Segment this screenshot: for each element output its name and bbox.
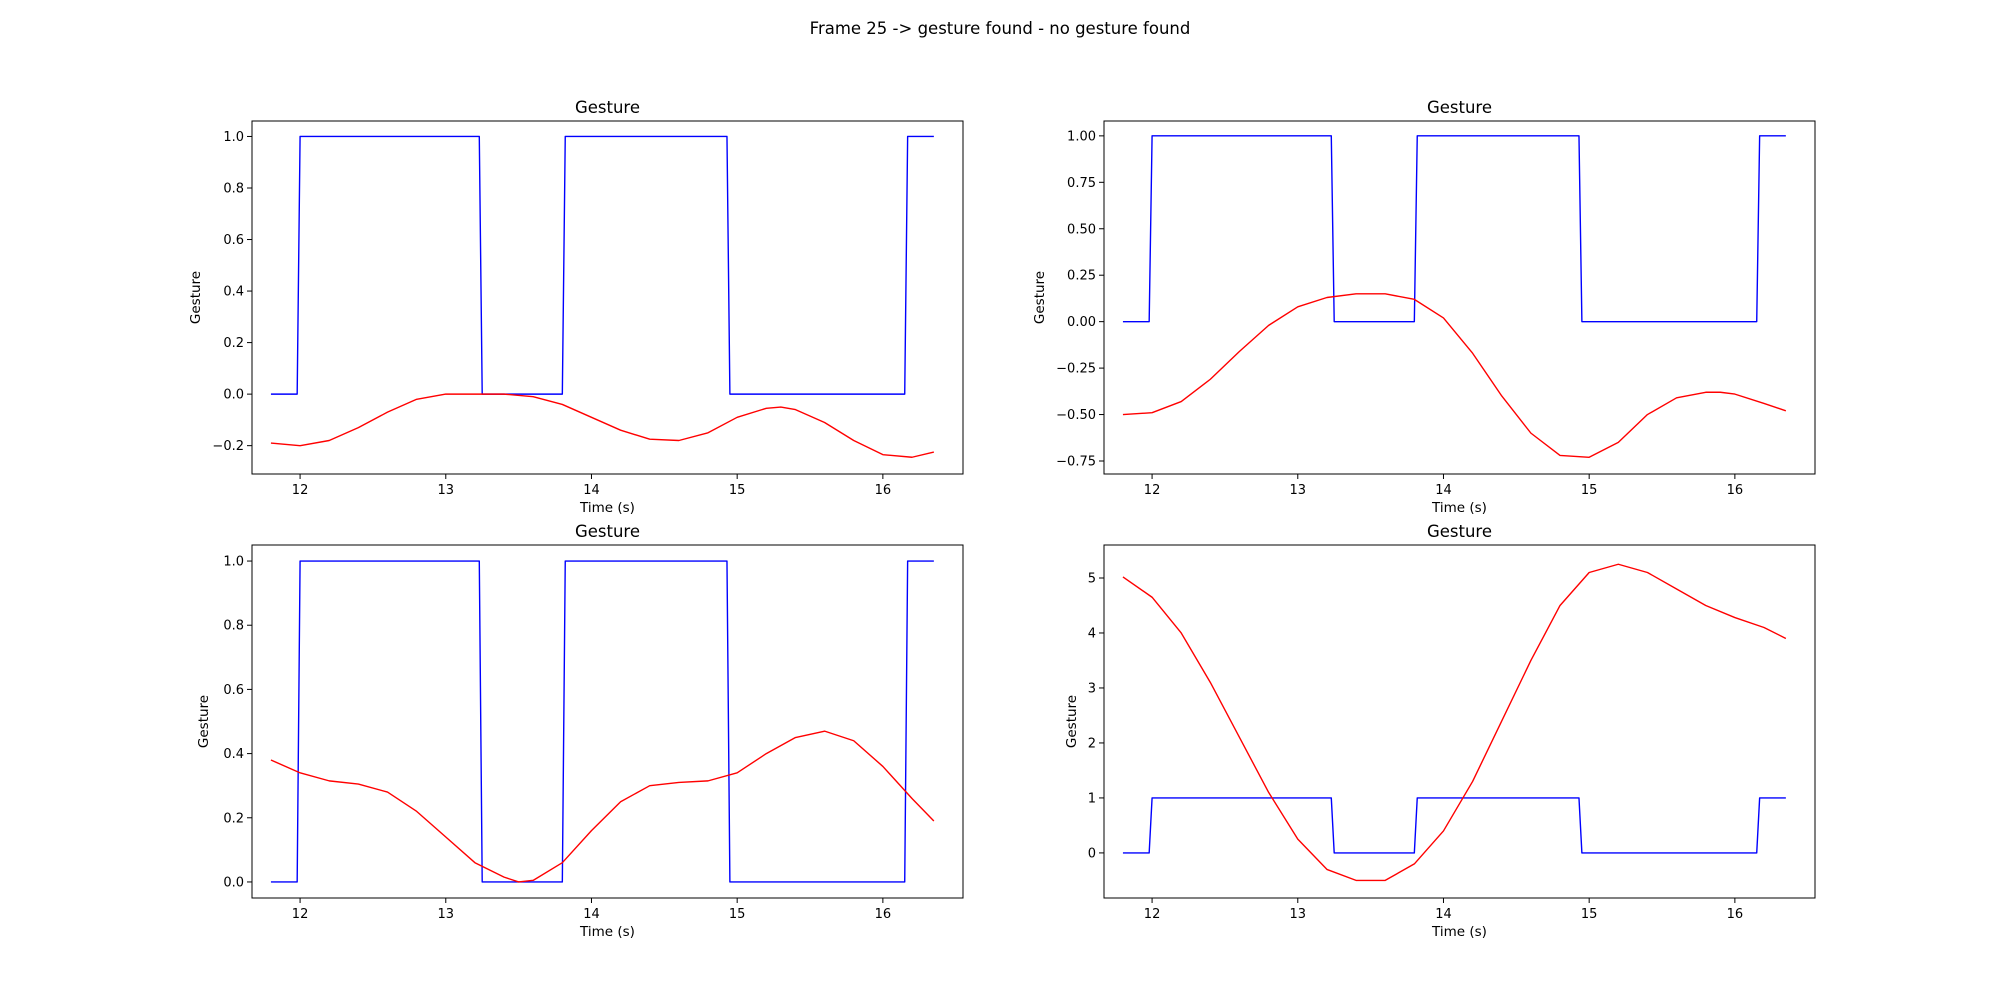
y-axis-label: Gesture: [196, 695, 212, 748]
x-axis-label: Time (s): [1431, 924, 1487, 940]
y-tick-label: 0.25: [1067, 269, 1096, 284]
y-tick-label: 0.8: [223, 181, 244, 196]
chart-panel-top-right: 12 13 14 15 16 −0.75 −0.50 −0.25 0.00 0.25 0.50 0.7…: [1032, 98, 1816, 516]
x-tick-label: 13: [438, 483, 455, 498]
x-tick-label: 15: [729, 483, 746, 498]
y-tick-label: 0.75: [1067, 176, 1096, 191]
gesture-step-line: [270, 135, 934, 395]
y-tick-label: 1.00: [1067, 129, 1096, 144]
x-tick-label: 15: [729, 907, 746, 922]
gesture-step-line: [270, 560, 934, 883]
chart-panel-bottom-left: 12 13 14 15 16 0.0 0.2 0.4 0.6 0.8 1.0 Time (s) Gest…: [196, 522, 964, 940]
y-axis-label: Gesture: [188, 271, 204, 324]
x-axis-label: Time (s): [579, 924, 635, 940]
x-tick-label: 13: [1290, 907, 1307, 922]
y-tick-label: 0.6: [223, 683, 244, 698]
gesture-step-line: [1122, 797, 1786, 854]
signal-curve-line: [1122, 293, 1787, 458]
y-tick-label: 0.0: [223, 388, 244, 403]
y-tick-label: 1.0: [223, 555, 244, 570]
x-tick-label: 15: [1581, 907, 1598, 922]
panel-title: Gesture: [1427, 98, 1492, 117]
y-axis-label: Gesture: [1064, 695, 1080, 748]
y-tick-label: 1: [1088, 791, 1096, 806]
x-tick-label: 12: [1144, 907, 1161, 922]
plot-area: [1104, 545, 1815, 898]
y-tick-label: 1.0: [223, 130, 244, 145]
y-tick-label: 3: [1088, 681, 1096, 696]
signal-curve-line: [270, 730, 935, 883]
y-tick-label: 0.4: [223, 285, 244, 300]
panel-title: Gesture: [575, 522, 640, 541]
x-tick-label: 14: [583, 483, 600, 498]
y-tick-label: −0.75: [1056, 454, 1096, 469]
axes-frame: [251, 544, 964, 899]
y-tick-label: 0: [1088, 846, 1096, 861]
x-tick-label: 16: [1727, 483, 1744, 498]
y-tick-label: 0.50: [1067, 222, 1096, 237]
y-axis-label: Gesture: [1032, 271, 1048, 324]
axes-frame: [251, 120, 964, 475]
y-tick-label: 0.0: [223, 875, 244, 890]
y-tick-label: 0.2: [223, 336, 244, 351]
figure-title: Frame 25 -> gesture found - no gesture f…: [810, 19, 1191, 38]
y-tick-label: 0.2: [223, 811, 244, 826]
x-tick-label: 14: [583, 907, 600, 922]
x-tick-label: 14: [1435, 483, 1452, 498]
x-tick-label: 13: [1290, 483, 1307, 498]
x-tick-label: 14: [1435, 907, 1452, 922]
y-tick-label: −0.25: [1056, 362, 1096, 377]
y-tick-label: −0.50: [1056, 408, 1096, 423]
plot-area: [252, 121, 963, 474]
signal-curve-line: [270, 393, 935, 458]
gesture-step-line: [1122, 135, 1786, 323]
chart-panel-top-left: 12 13 14 15 16 −0.2 0.0 0.2 0.4 0.6 0.8 1.0 Time (s)…: [188, 98, 964, 516]
y-tick-label: 0.6: [223, 233, 244, 248]
plot-area: [1104, 121, 1815, 474]
y-tick-label: 2: [1088, 736, 1096, 751]
axes-frame: [1103, 120, 1816, 475]
panel-title: Gesture: [575, 98, 640, 117]
x-axis-label: Time (s): [1431, 500, 1487, 516]
x-axis-label: Time (s): [579, 500, 635, 516]
y-tick-label: 0.00: [1067, 315, 1096, 330]
y-tick-label: 0.8: [223, 619, 244, 634]
x-tick-label: 13: [438, 907, 455, 922]
x-tick-label: 16: [875, 483, 892, 498]
x-tick-label: 16: [1727, 907, 1744, 922]
y-tick-label: −0.2: [212, 439, 244, 454]
y-tick-label: 4: [1088, 626, 1096, 641]
panel-title: Gesture: [1427, 522, 1492, 541]
axes-frame: [1103, 544, 1816, 899]
plot-area: [252, 545, 963, 898]
x-tick-label: 16: [875, 907, 892, 922]
x-tick-label: 12: [292, 907, 309, 922]
x-tick-label: 12: [292, 483, 309, 498]
y-tick-label: 5: [1088, 571, 1096, 586]
y-tick-label: 0.4: [223, 747, 244, 762]
x-tick-label: 12: [1144, 483, 1161, 498]
signal-curve-line: [1122, 563, 1787, 882]
x-tick-label: 15: [1581, 483, 1598, 498]
